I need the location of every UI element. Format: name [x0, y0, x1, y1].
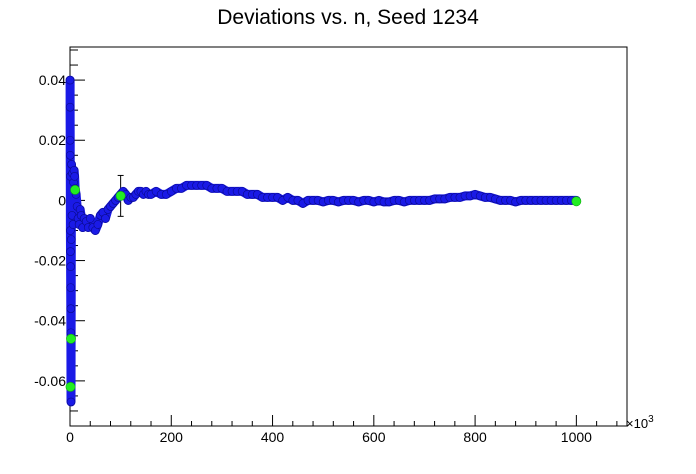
checkpoint-point: [115, 190, 126, 201]
checkpoint-point: [70, 184, 80, 195]
data-point: [65, 150, 75, 160]
data-point: [101, 214, 110, 223]
data-point: [85, 214, 95, 223]
data-point: [66, 247, 75, 256]
x-tick-label: 0: [66, 429, 74, 445]
data-point: [66, 262, 75, 271]
x-tick-label: 600: [362, 429, 386, 445]
x-multiplier-base: ×10: [626, 416, 648, 431]
data-point: [65, 102, 75, 112]
data-point: [66, 283, 76, 292]
chart-title: Deviations vs. n, Seed 1234: [217, 6, 479, 29]
x-multiplier-label: ×103: [626, 414, 654, 431]
x-tick-label: 200: [160, 429, 184, 445]
y-tick-label: -0.04: [34, 313, 66, 329]
data-point: [65, 135, 75, 145]
axes: 0 200 400 600 800 1000 -0.06 -0.04 -0.02 0 0.02 0.0…: [34, 49, 618, 445]
y-tick-label: -0.06: [34, 373, 66, 389]
y-tick-label: 0: [58, 192, 66, 208]
data-point: [66, 235, 76, 244]
x-tick-label: 800: [463, 429, 487, 445]
x-tick-label: 1000: [561, 429, 592, 445]
data-point: [93, 220, 103, 229]
data-point: [66, 397, 76, 407]
x-multiplier-exponent: 3: [648, 414, 654, 425]
data-point: [70, 172, 79, 181]
y-tick-label: 0.04: [39, 72, 66, 88]
y-tick-label: 0.02: [39, 132, 66, 148]
data-point: [66, 304, 76, 313]
checkpoint-point: [571, 196, 582, 207]
checkpoint-point: [65, 381, 76, 392]
y-tick-label: -0.02: [34, 253, 66, 269]
x-tick-label: 400: [261, 429, 285, 445]
data-point: [65, 75, 75, 85]
checkpoint-point: [66, 333, 76, 344]
checkpoint-series: [65, 184, 582, 392]
